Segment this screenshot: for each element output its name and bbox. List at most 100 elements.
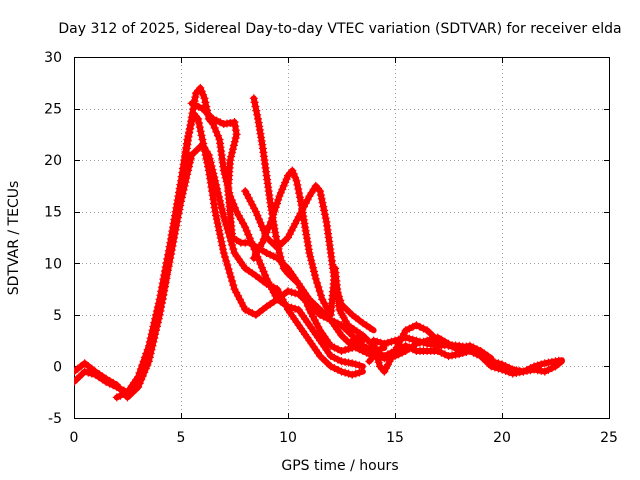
data-point bbox=[217, 204, 226, 213]
data-point bbox=[197, 87, 206, 96]
data-point bbox=[215, 226, 224, 235]
data-point bbox=[230, 285, 239, 294]
data-point bbox=[405, 334, 414, 343]
data-point bbox=[394, 350, 403, 359]
data-point bbox=[302, 230, 311, 239]
data-point bbox=[380, 354, 389, 363]
data-point bbox=[218, 208, 227, 217]
data-point bbox=[348, 359, 357, 368]
data-point bbox=[423, 336, 432, 345]
data-point bbox=[291, 289, 300, 298]
data-point bbox=[348, 370, 357, 379]
data-point bbox=[266, 281, 275, 290]
data-point bbox=[281, 178, 290, 187]
data-point bbox=[273, 285, 282, 294]
data-point bbox=[451, 344, 460, 353]
data-point bbox=[310, 267, 318, 276]
data-point bbox=[243, 190, 251, 199]
data-point bbox=[184, 166, 193, 175]
data-point bbox=[351, 334, 360, 343]
data-point bbox=[148, 337, 157, 346]
data-point bbox=[351, 369, 360, 378]
data-point bbox=[276, 252, 285, 261]
data-point bbox=[180, 181, 189, 190]
data-point bbox=[330, 353, 339, 362]
data-point bbox=[241, 187, 250, 196]
data-point bbox=[355, 333, 364, 342]
data-point bbox=[272, 232, 280, 241]
data-point bbox=[150, 329, 159, 338]
data-point bbox=[287, 288, 296, 297]
data-point bbox=[165, 258, 174, 267]
data-point bbox=[262, 249, 271, 257]
data-point bbox=[394, 335, 403, 344]
series-sat-g bbox=[249, 166, 366, 339]
data-point bbox=[210, 173, 219, 182]
data-point bbox=[217, 237, 226, 246]
data-point bbox=[383, 360, 392, 369]
data-point bbox=[270, 207, 279, 215]
data-point bbox=[195, 123, 204, 132]
data-point bbox=[412, 339, 421, 348]
data-point bbox=[145, 348, 154, 357]
data-point bbox=[280, 298, 289, 307]
data-point bbox=[271, 228, 280, 237]
data-point bbox=[228, 277, 237, 285]
data-point bbox=[194, 102, 203, 111]
data-point bbox=[191, 93, 200, 102]
data-point bbox=[437, 348, 446, 357]
data-point bbox=[292, 176, 301, 185]
data-point bbox=[412, 321, 421, 330]
data-point bbox=[540, 359, 549, 368]
x-tick-label: 5 bbox=[177, 430, 186, 446]
data-point bbox=[216, 200, 225, 209]
data-point bbox=[306, 252, 315, 261]
data-point bbox=[234, 291, 243, 300]
data-point bbox=[244, 307, 253, 316]
data-point bbox=[248, 309, 257, 318]
data-point bbox=[289, 169, 298, 178]
data-point bbox=[276, 291, 285, 300]
data-point bbox=[195, 119, 203, 127]
y-tick-label: -5 bbox=[48, 411, 62, 427]
data-point bbox=[209, 195, 218, 204]
data-point bbox=[206, 158, 215, 167]
data-point bbox=[249, 241, 258, 250]
data-point bbox=[282, 175, 291, 184]
data-point bbox=[167, 250, 176, 259]
data-point bbox=[419, 324, 428, 333]
data-point bbox=[307, 309, 316, 318]
data-point bbox=[275, 288, 284, 297]
data-point bbox=[140, 363, 149, 372]
data-point bbox=[242, 226, 251, 235]
data-point bbox=[291, 173, 300, 182]
x-tick-label: 20 bbox=[493, 430, 511, 446]
data-point bbox=[225, 269, 234, 277]
data-point bbox=[173, 217, 182, 226]
data-point bbox=[231, 122, 240, 131]
data-point bbox=[187, 99, 196, 108]
data-point bbox=[74, 367, 78, 376]
data-point bbox=[256, 260, 265, 268]
data-point bbox=[383, 353, 392, 362]
data-point bbox=[253, 211, 262, 220]
data-point bbox=[310, 316, 319, 324]
data-point bbox=[317, 194, 326, 203]
data-point bbox=[295, 189, 304, 198]
data-point bbox=[152, 322, 161, 331]
data-point bbox=[266, 218, 275, 226]
data-point bbox=[183, 170, 192, 179]
data-point bbox=[219, 212, 228, 221]
data-point bbox=[271, 203, 280, 212]
chart-title: Day 312 of 2025, Sidereal Day-to-day VTE… bbox=[58, 21, 621, 37]
data-point bbox=[212, 116, 221, 125]
data-point bbox=[191, 101, 200, 110]
data-point bbox=[167, 246, 176, 254]
data-point bbox=[305, 249, 314, 257]
data-point bbox=[337, 357, 346, 366]
data-point bbox=[179, 185, 188, 194]
data-point bbox=[205, 154, 214, 163]
x-axis-label: GPS time / hours bbox=[281, 458, 398, 474]
